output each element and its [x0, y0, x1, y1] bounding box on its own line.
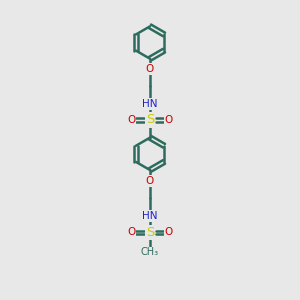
Text: O: O	[127, 115, 136, 125]
Text: S: S	[146, 226, 154, 239]
Text: O: O	[146, 176, 154, 186]
Text: O: O	[164, 115, 173, 125]
Text: HN: HN	[142, 99, 158, 109]
Text: S: S	[146, 113, 154, 127]
Text: O: O	[146, 64, 154, 74]
Text: O: O	[127, 227, 136, 237]
Text: O: O	[164, 227, 173, 237]
Text: CH₃: CH₃	[141, 248, 159, 257]
Text: HN: HN	[142, 211, 158, 221]
